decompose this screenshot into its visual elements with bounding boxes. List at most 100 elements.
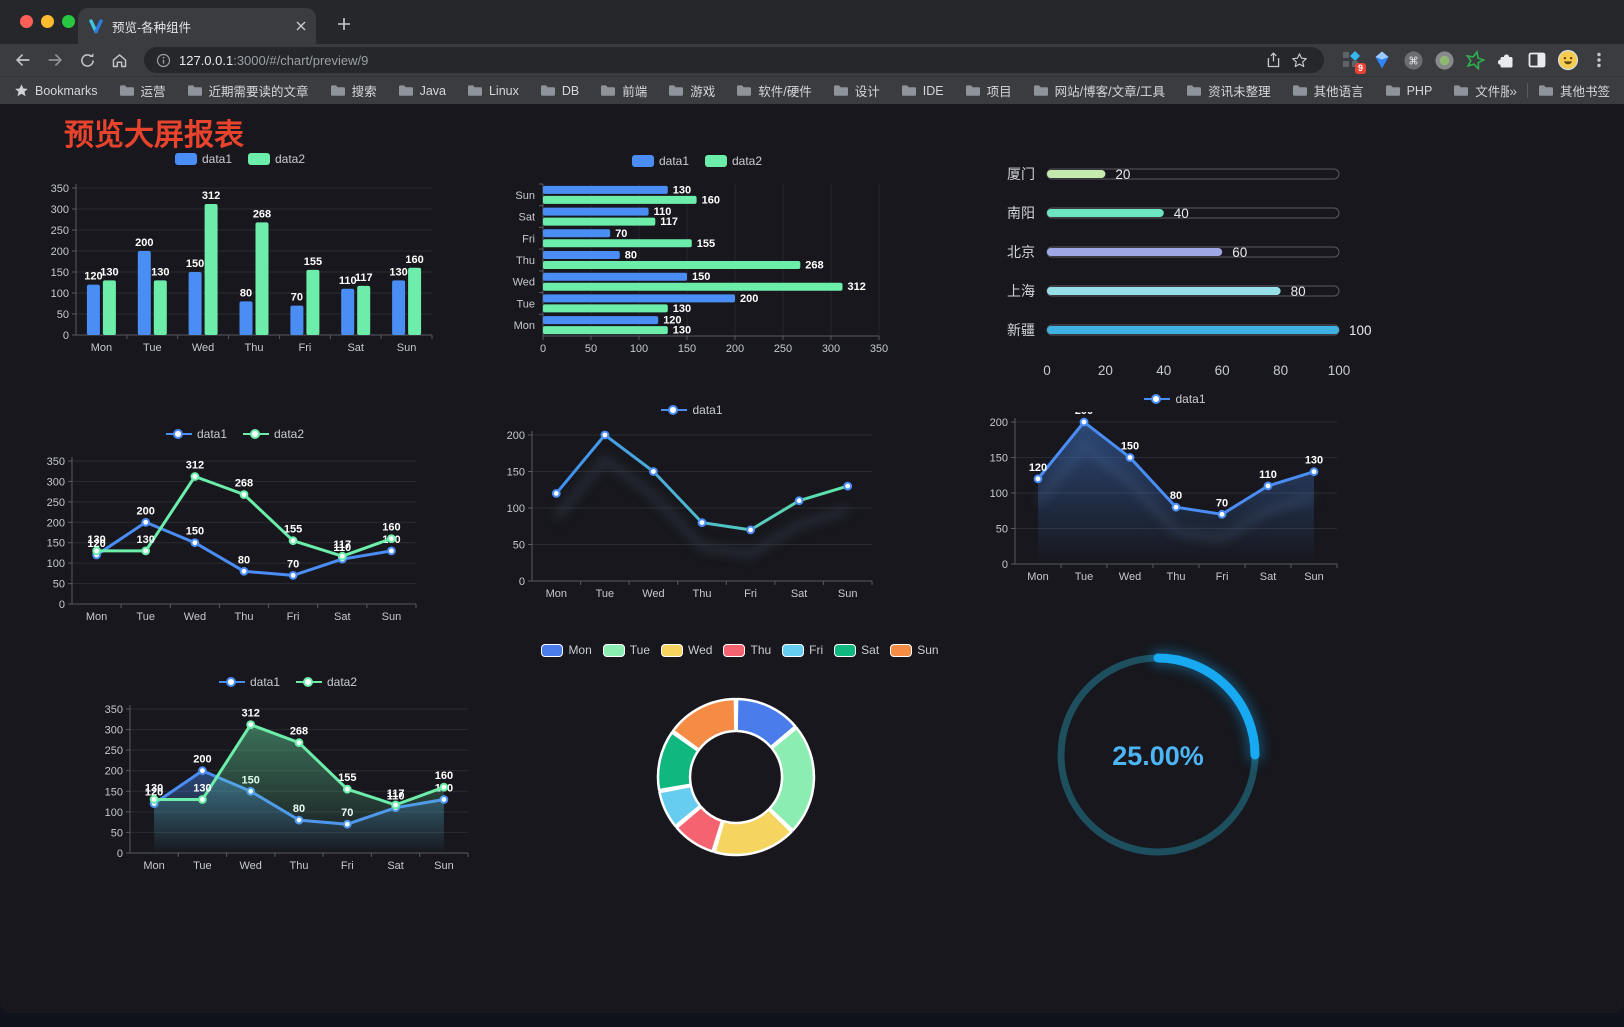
svg-text:Wed: Wed: [239, 860, 261, 872]
svg-text:Sat: Sat: [518, 212, 535, 224]
minimize-window-button[interactable]: [41, 15, 54, 28]
address-bar[interactable]: 127.0.0.1:3000/#/chart/preview/9: [144, 47, 1324, 73]
svg-text:60: 60: [1232, 245, 1247, 260]
legend-item-data1[interactable]: data1: [218, 675, 280, 689]
legend-item-data1[interactable]: data1: [631, 154, 689, 168]
tab-close-icon[interactable]: [296, 21, 306, 31]
svg-text:Tue: Tue: [193, 860, 212, 872]
legend-item-data2[interactable]: data2: [248, 152, 305, 166]
legend-item-Sun[interactable]: Sun: [890, 643, 939, 657]
puzzle-extension-icon[interactable]: [1495, 49, 1517, 71]
other-bookmarks-folder[interactable]: 其他书签: [1538, 81, 1610, 100]
gradient-line-svg: 0 50 100 150 200 Mon Tue Wed Thu Fri Sat Sun: [507, 430, 873, 600]
bookmark-folder[interactable]: 游戏: [668, 81, 715, 100]
forward-icon[interactable]: [42, 47, 68, 73]
bookmark-folder[interactable]: 搜索: [330, 81, 377, 100]
legend-item-data2[interactable]: data2: [296, 675, 357, 689]
record-extension-icon[interactable]: [1433, 49, 1455, 71]
legend-label: data1: [249, 675, 280, 689]
donut-slice-Wed[interactable]: [713, 808, 793, 857]
legend-item-Tue[interactable]: Tue: [602, 643, 650, 657]
close-window-button[interactable]: [20, 15, 33, 28]
donut-slice-Sun[interactable]: [671, 697, 737, 751]
bookmark-folder[interactable]: 运营: [119, 81, 166, 100]
bookmark-folder[interactable]: 软件/硬件: [736, 81, 812, 100]
legend-item-data1[interactable]: data1: [165, 427, 227, 441]
legend-swatch: [782, 643, 805, 657]
bookmark-folder[interactable]: PHP: [1385, 84, 1432, 98]
svg-text:Mon: Mon: [514, 320, 535, 332]
folder-icon: [1187, 85, 1202, 96]
bookmarks-manager[interactable]: Bookmarks: [14, 83, 98, 98]
legend-swatch: [723, 643, 746, 657]
green-star-extension-icon[interactable]: [1464, 49, 1486, 71]
bookmark-folder-label: 搜索: [351, 85, 377, 99]
bookmark-folder[interactable]: 文件服务器: [1453, 81, 1509, 100]
svg-text:Thu: Thu: [235, 611, 254, 623]
new-tab-button[interactable]: [332, 12, 356, 36]
legend-item-Wed[interactable]: Wed: [661, 643, 712, 657]
svg-text:130: 130: [193, 783, 211, 795]
svg-text:312: 312: [186, 460, 204, 472]
side-panel-icon[interactable]: [1526, 49, 1548, 71]
donut-slice-Tue[interactable]: [768, 726, 816, 832]
bookmark-folder[interactable]: 前端: [600, 81, 647, 100]
bookmark-folder[interactable]: Java: [398, 84, 446, 98]
legend-item-Fri[interactable]: Fri: [782, 643, 823, 657]
svg-text:70: 70: [615, 228, 627, 240]
svg-text:Mon: Mon: [1027, 571, 1048, 583]
bookmark-folder[interactable]: 设计: [833, 81, 880, 100]
folder-icon: [467, 85, 482, 96]
legend-item-data2[interactable]: data2: [243, 427, 304, 441]
svg-text:Wed: Wed: [1119, 571, 1141, 583]
command-extension-icon[interactable]: ⌘: [1402, 49, 1424, 71]
back-icon[interactable]: [10, 47, 36, 73]
donut-slice-Sat[interactable]: [656, 731, 700, 792]
profile-avatar[interactable]: [1557, 49, 1579, 71]
legend-item-Mon[interactable]: Mon: [541, 643, 592, 657]
svg-text:268: 268: [235, 478, 253, 490]
legend-item-Sat[interactable]: Sat: [834, 643, 879, 657]
share-icon[interactable]: [1260, 47, 1286, 73]
browser-titlebar: 预览-各种组件: [0, 0, 1624, 44]
svg-text:120: 120: [1029, 462, 1047, 474]
folder-icon: [965, 85, 980, 96]
svg-text:0: 0: [1043, 363, 1051, 378]
donut-slice-Mon[interactable]: [735, 697, 797, 749]
gem-extension-icon[interactable]: [1371, 49, 1393, 71]
maximize-window-button[interactable]: [62, 15, 75, 28]
bookmark-folder[interactable]: 网站/博客/文章/工具: [1033, 81, 1165, 100]
legend-item-data1[interactable]: data1: [661, 403, 723, 417]
svg-text:200: 200: [137, 505, 155, 517]
bookmark-folder[interactable]: IDE: [901, 84, 944, 98]
bookmark-folder[interactable]: 项目: [965, 81, 1012, 100]
menu-dots-icon[interactable]: [1588, 49, 1610, 71]
site-info-icon[interactable]: [156, 53, 171, 68]
bookmark-star-icon[interactable]: [1286, 47, 1312, 73]
grouped-bar-svg: 0 50 100 150 200 250 300 350 Mon Tue Wed Thu Fri Sat S…: [51, 183, 433, 354]
svg-text:155: 155: [338, 772, 356, 784]
legend-item-data1[interactable]: data1: [174, 152, 232, 166]
legend-item-data2[interactable]: data2: [705, 154, 762, 168]
bookmark-folder[interactable]: 资讯未整理: [1186, 81, 1271, 100]
legend-item-Thu[interactable]: Thu: [723, 643, 771, 657]
progress-row-北京: 北京 60: [1007, 244, 1340, 260]
svg-text:268: 268: [253, 208, 271, 220]
bar-series-data1: 120 200 150 80 70 110 130: [84, 237, 408, 335]
bookmark-folder[interactable]: Linux: [467, 84, 519, 98]
legend-item-data1[interactable]: data1: [1144, 392, 1206, 406]
bookmark-folder[interactable]: 其他语言: [1292, 81, 1364, 100]
bookmark-folder[interactable]: DB: [540, 84, 579, 98]
browser-tab[interactable]: 预览-各种组件: [78, 8, 316, 44]
bookmark-folder[interactable]: 近期需要读的文章: [187, 81, 309, 100]
reload-icon[interactable]: [74, 47, 100, 73]
legend-label: Thu: [750, 643, 772, 657]
bookmarks-overflow-chevron[interactable]: »: [1509, 82, 1517, 99]
donut-slice-Fri[interactable]: [658, 784, 702, 828]
donut-slice-Thu[interactable]: [675, 805, 724, 853]
home-icon[interactable]: [106, 47, 132, 73]
bookmarks-bar: Bookmarks 运营 近期需要读的文章 搜索 Java Linux DB 前端 游戏 软件/…: [0, 76, 1624, 104]
grid-extension-icon[interactable]: 9: [1340, 49, 1366, 74]
svg-text:Fri: Fri: [341, 860, 354, 872]
svg-text:268: 268: [805, 260, 823, 272]
